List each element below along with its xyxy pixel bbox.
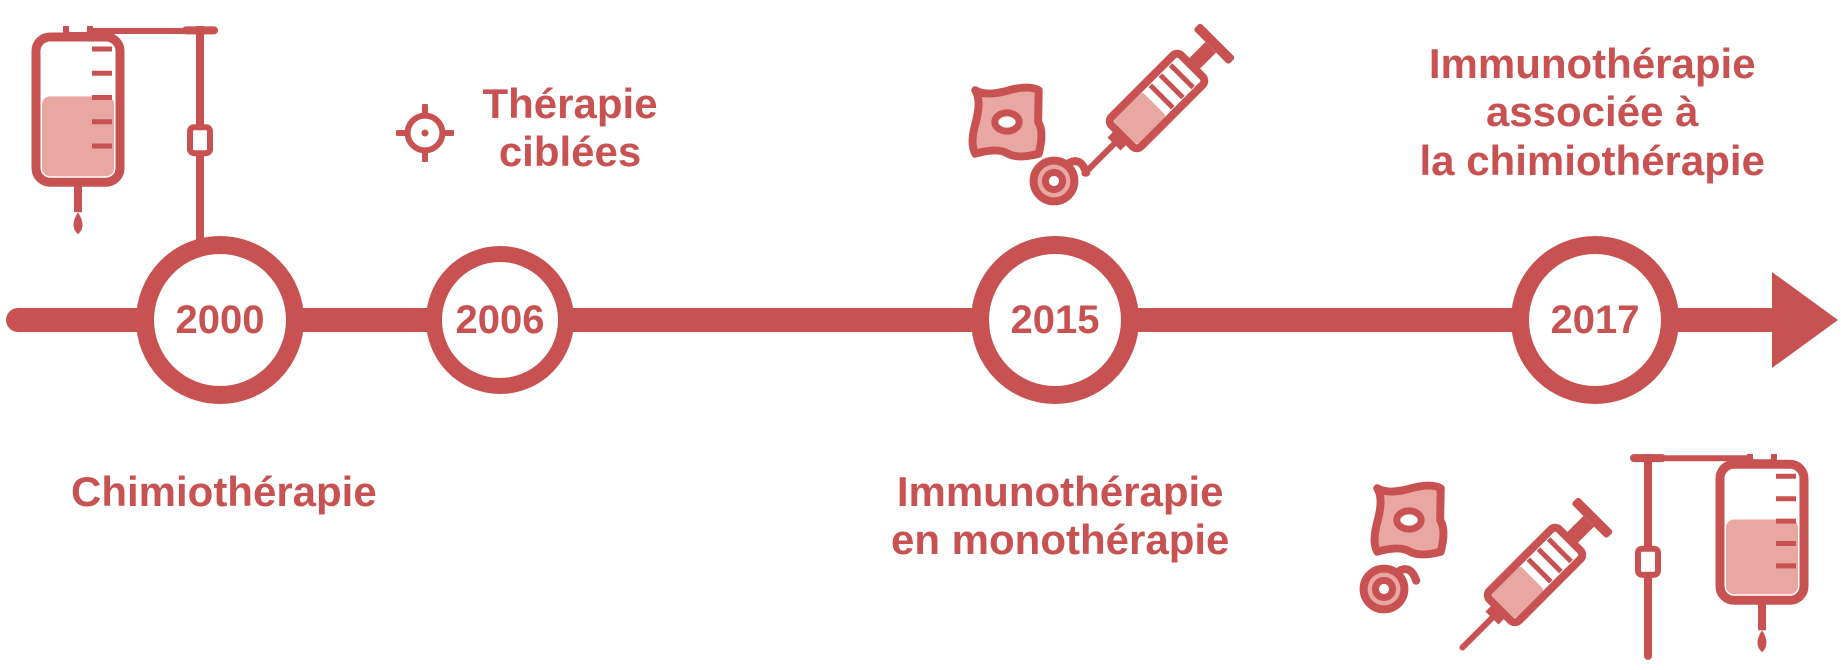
timeline-year-label: 2000: [176, 298, 265, 343]
syringe-icon: [1062, 6, 1252, 196]
timeline-label: Chimiothérapie: [71, 468, 377, 516]
iv-drip-icon: [1620, 454, 1820, 660]
ribbon-icon: [1342, 556, 1426, 616]
timeline-label: Immunothérapie en monothérapie: [891, 468, 1229, 565]
timeline-label: Immunothérapie associée à la chimiothéra…: [1420, 40, 1765, 185]
timeline-year-label: 2006: [456, 298, 545, 343]
syringe-icon: [1440, 480, 1630, 670]
timeline-node-2015: 2015: [971, 236, 1139, 404]
timeline-label: Thérapie ciblées: [483, 80, 658, 177]
timeline-year-label: 2015: [1011, 298, 1100, 343]
timeline-node-2017: 2017: [1511, 236, 1679, 404]
timeline-node-2006: 2006: [426, 246, 574, 394]
crosshair-icon: [396, 104, 454, 162]
timeline-node-2000: 2000: [136, 236, 304, 404]
iv-drip-icon: [28, 26, 228, 246]
timeline-year-label: 2017: [1551, 298, 1640, 343]
timeline-canvas: 2000 2006 2015 2017 Chimiothérapie Thérapie c…: [0, 0, 1844, 668]
timeline-arrowhead: [1772, 272, 1838, 368]
